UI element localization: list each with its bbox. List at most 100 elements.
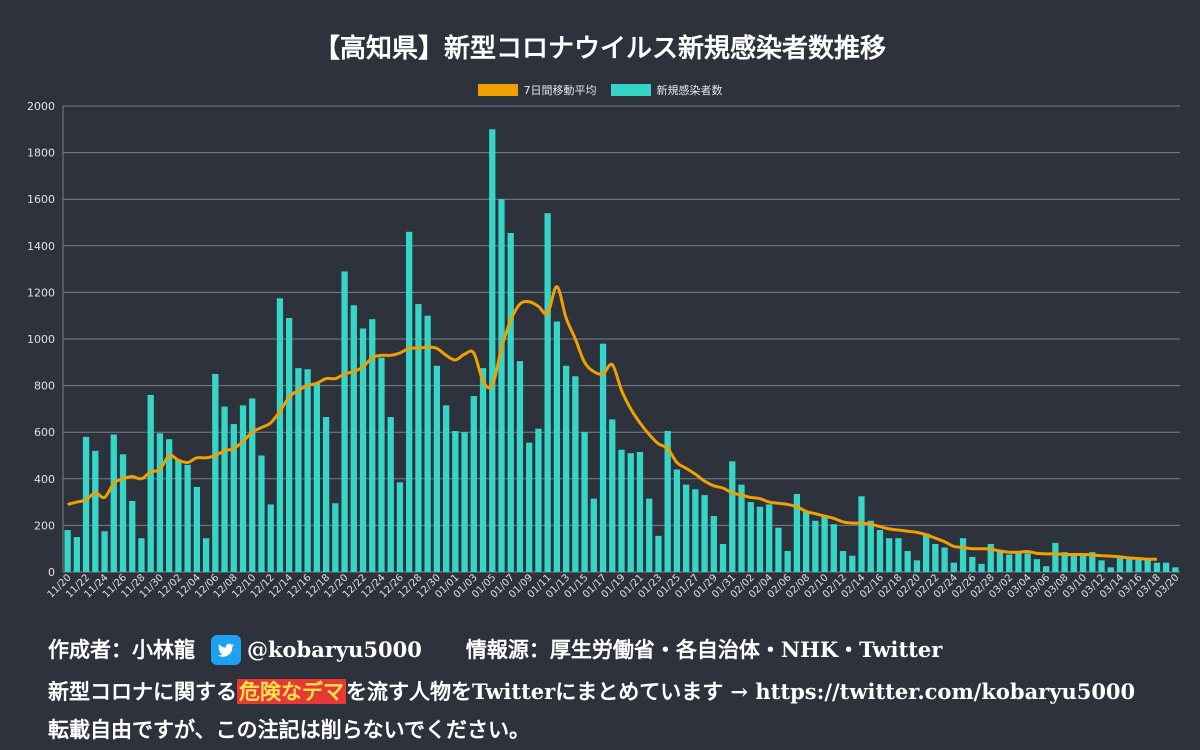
bar bbox=[1144, 559, 1151, 572]
bar bbox=[406, 231, 413, 572]
bar bbox=[1070, 554, 1077, 572]
bar bbox=[175, 460, 182, 572]
bar bbox=[729, 461, 736, 572]
bar bbox=[895, 538, 902, 572]
bar bbox=[73, 537, 80, 572]
bar bbox=[276, 298, 284, 572]
bar bbox=[821, 514, 828, 572]
bar bbox=[646, 498, 653, 572]
bar bbox=[941, 547, 948, 572]
legend-item-avg[interactable]: 7日間移動平均 bbox=[477, 82, 597, 98]
bar bbox=[572, 376, 579, 572]
legend-label-cases: 新規感染者数 bbox=[656, 84, 723, 97]
bar bbox=[858, 496, 865, 572]
bar bbox=[193, 486, 200, 572]
bar bbox=[978, 563, 985, 572]
bar bbox=[156, 433, 164, 572]
bar bbox=[258, 455, 265, 572]
y-tick-label: 600 bbox=[34, 426, 55, 439]
bar bbox=[581, 432, 588, 572]
notice-pre: 新型コロナに関する bbox=[48, 679, 237, 704]
bar bbox=[230, 424, 237, 572]
bar bbox=[119, 454, 127, 572]
bar bbox=[682, 484, 690, 572]
bar bbox=[452, 431, 459, 572]
y-tick-label: 200 bbox=[34, 519, 55, 532]
bar bbox=[1061, 552, 1068, 572]
y-tick-label: 1600 bbox=[27, 193, 55, 206]
bar bbox=[64, 530, 71, 572]
bar bbox=[996, 551, 1004, 572]
bar bbox=[322, 417, 330, 572]
bar bbox=[710, 516, 717, 572]
bar bbox=[147, 394, 154, 572]
bar bbox=[950, 562, 957, 572]
bar bbox=[442, 405, 450, 572]
bar bbox=[489, 129, 496, 573]
bar bbox=[987, 544, 994, 572]
bar bbox=[802, 511, 810, 572]
bar bbox=[1052, 542, 1059, 572]
bar bbox=[267, 504, 274, 572]
bar bbox=[313, 383, 321, 572]
twitter-icon[interactable] bbox=[211, 634, 241, 665]
y-tick-label: 2000 bbox=[27, 100, 55, 113]
notice-highlight: 危険なデマ bbox=[237, 679, 346, 704]
footer-credits: 作成者：小林龍 @kobaryu5000 情報源：厚生労働省・各自治体・NHK・Tw… bbox=[48, 634, 942, 667]
bar bbox=[839, 551, 847, 572]
bar bbox=[932, 544, 939, 572]
bar bbox=[166, 439, 173, 572]
bar bbox=[922, 533, 930, 572]
legend-item-cases[interactable]: 新規感染者数 bbox=[610, 82, 723, 98]
bar bbox=[507, 232, 514, 573]
bar bbox=[1033, 559, 1041, 572]
y-tick-label: 1000 bbox=[27, 333, 55, 346]
bar bbox=[304, 369, 311, 572]
twitter-handle[interactable]: @kobaryu5000 bbox=[247, 637, 422, 662]
sources-text: 情報源：厚生労働省・各自治体・NHK・Twitter bbox=[465, 637, 943, 662]
author-text: 作成者：小林龍 bbox=[48, 637, 195, 662]
bar bbox=[775, 527, 782, 572]
bar bbox=[849, 555, 856, 572]
bar bbox=[470, 396, 477, 572]
y-tick-label: 1800 bbox=[27, 147, 55, 160]
bar bbox=[793, 493, 801, 572]
bar bbox=[415, 304, 422, 572]
bar bbox=[627, 453, 634, 572]
bar bbox=[913, 560, 921, 572]
y-tick-label: 1400 bbox=[27, 240, 55, 253]
bar bbox=[1024, 553, 1031, 572]
bar bbox=[359, 328, 367, 572]
bar bbox=[655, 535, 662, 572]
bar bbox=[369, 319, 376, 572]
bar bbox=[959, 538, 967, 572]
bar bbox=[904, 551, 911, 572]
bar bbox=[544, 213, 551, 572]
bar bbox=[249, 398, 256, 572]
chart-area: 020040060080010001200140016001800200011/… bbox=[27, 100, 1182, 601]
bar bbox=[1107, 567, 1114, 572]
bar bbox=[479, 368, 487, 572]
legend-swatch-cases bbox=[610, 84, 651, 96]
footer-reprint: 転載自由ですが、この注記は削らないでください。 bbox=[48, 717, 530, 742]
bar bbox=[1015, 552, 1022, 572]
bar bbox=[295, 368, 302, 572]
bar bbox=[212, 373, 219, 572]
bar bbox=[1079, 554, 1087, 572]
bar bbox=[341, 271, 348, 572]
bar bbox=[692, 489, 699, 572]
bar bbox=[756, 506, 764, 572]
y-tick-label: 800 bbox=[34, 380, 55, 393]
bar bbox=[82, 436, 90, 572]
y-tick-label: 0 bbox=[48, 566, 55, 579]
bar bbox=[526, 442, 533, 572]
y-tick-label: 400 bbox=[34, 473, 55, 486]
bar bbox=[221, 406, 228, 572]
legend: 7日間移動平均 新規感染者数 bbox=[0, 82, 1200, 98]
bar bbox=[1098, 560, 1105, 572]
legend-label-avg: 7日間移動平均 bbox=[523, 84, 597, 97]
bar bbox=[396, 482, 404, 572]
bar bbox=[673, 469, 681, 572]
bar bbox=[876, 530, 884, 572]
notice-post: を流す人物をTwitterにまとめています → https://twitter.… bbox=[346, 679, 1136, 704]
